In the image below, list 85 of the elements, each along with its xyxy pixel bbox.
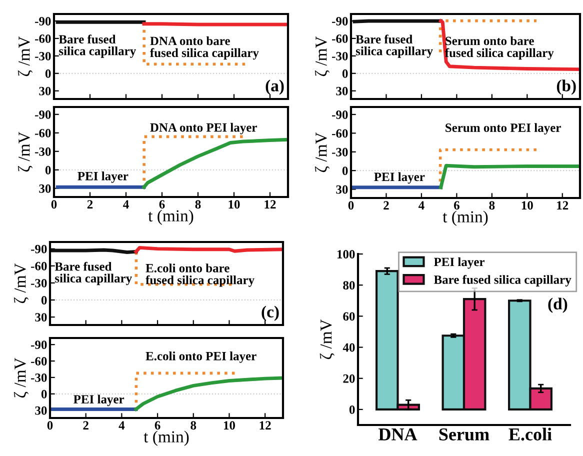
annotation: (d) <box>548 298 568 313</box>
x-axis-title: t (min) <box>144 430 189 446</box>
series-label: E.coli onto PEI layer <box>146 352 256 363</box>
y-axis-title: ζ /mV <box>320 319 334 360</box>
series-label: Bare fused silica capillary <box>356 34 433 58</box>
series-label: Bare fused silica capillary <box>54 262 132 286</box>
y-tick-label: -60 <box>35 34 51 43</box>
y-tick-label: 30 <box>336 86 348 96</box>
series-label: PEI layer <box>74 394 124 406</box>
y-tick-label: -60 <box>35 128 51 138</box>
x-tick-label: Serum <box>439 428 490 441</box>
x-tick-label: 10 <box>522 201 533 210</box>
y-tick-label: -60 <box>332 129 348 138</box>
annotation: (a) <box>266 80 284 95</box>
y-tick-label: -90 <box>31 244 47 254</box>
x-tick-label: 0 <box>51 200 57 209</box>
y-tick-label: 30 <box>35 313 47 322</box>
y-tick-label: -60 <box>31 357 47 366</box>
x-tick-label: 10 <box>224 421 236 430</box>
y-tick-label: 0 <box>41 390 47 398</box>
x-tick-label: 12 <box>260 421 271 430</box>
legend-label: Bare fused silica capillary <box>434 274 572 286</box>
y-tick-label: -30 <box>35 52 51 60</box>
y-tick-label: 30 <box>35 406 47 415</box>
x-tick-label: 2 <box>87 200 93 208</box>
y-tick-label: -30 <box>31 278 47 288</box>
y-axis-title: ζ /mV <box>14 263 29 304</box>
y-tick-label: -90 <box>31 340 47 350</box>
y-tick-label: 60 <box>343 312 355 321</box>
y-tick-label: -30 <box>35 147 51 156</box>
y-tick-label: 80 <box>343 281 355 290</box>
y-axis-title: ζ /mV <box>14 358 29 398</box>
x-tick-label: 8 <box>190 421 196 430</box>
y-axis-title: ζ /mV <box>314 36 330 76</box>
y-tick-label: 0 <box>45 166 51 174</box>
x-tick-label: 12 <box>264 200 276 208</box>
y-tick-label: -90 <box>332 110 348 119</box>
y-tick-label: 0 <box>349 405 355 414</box>
series-label: DNA onto bare fused silica capillary <box>150 36 259 60</box>
x-axis-title: t (min) <box>148 210 194 225</box>
legend-label: PEI layer <box>434 257 485 269</box>
y-tick-label: -90 <box>35 110 51 119</box>
x-tick-label: 4 <box>118 421 125 430</box>
x-tick-label: 4 <box>418 201 424 210</box>
text: Serum onto PEI layer <box>446 123 561 135</box>
series-label: E.coli onto bare fused silica capillary <box>146 264 254 287</box>
y-axis-title: ζ /mV <box>314 132 330 172</box>
y-axis-title: ζ /mV <box>18 132 33 172</box>
y-tick-label: -30 <box>31 373 47 382</box>
x-tick-label: 2 <box>83 421 88 430</box>
y-tick-label: 0 <box>342 166 348 176</box>
x-tick-label: 2 <box>384 201 389 210</box>
x-tick-label: 6 <box>454 201 460 210</box>
series-label: PEI layer <box>78 172 128 183</box>
x-tick-label: 6 <box>159 200 165 209</box>
y-tick-label: 0 <box>41 296 47 304</box>
y-tick-label: -30 <box>332 52 348 60</box>
y-tick-label: 0 <box>342 69 348 78</box>
x-tick-label: 8 <box>195 200 201 209</box>
x-tick-label: 4 <box>123 200 129 208</box>
y-tick-label: -60 <box>31 262 47 270</box>
y-axis-title: ζ /mV <box>18 36 33 76</box>
x-tick-label: 6 <box>154 421 160 430</box>
y-tick-label: 30 <box>39 86 51 96</box>
x-tick-label: 10 <box>228 200 240 209</box>
series-label: Bare fused silica capillary <box>58 34 136 58</box>
y-tick-label: 0 <box>45 69 51 78</box>
annotation: (c) <box>262 306 279 321</box>
x-axis-title: t (min) <box>442 210 488 226</box>
y-tick-label: 20 <box>343 374 355 383</box>
y-tick-label: 40 <box>342 343 355 352</box>
x-tick-label: 8 <box>489 201 495 210</box>
y-tick-label: -60 <box>332 34 348 43</box>
x-tick-label: 12 <box>557 201 568 210</box>
annotation: (b) <box>556 80 576 95</box>
x-tick-label: E.coli <box>508 428 552 441</box>
y-tick-label: -30 <box>332 148 348 156</box>
y-tick-label: 30 <box>39 184 51 193</box>
series-label: DNA onto PEI layer <box>150 122 257 134</box>
series-label: PEI layer <box>374 172 425 184</box>
y-tick-label: -90 <box>332 17 348 26</box>
y-tick-label: 30 <box>336 185 348 194</box>
y-tick-label: 100 <box>337 250 355 258</box>
y-tick-label: -90 <box>35 17 51 26</box>
x-tick-label: DNA <box>378 428 418 440</box>
